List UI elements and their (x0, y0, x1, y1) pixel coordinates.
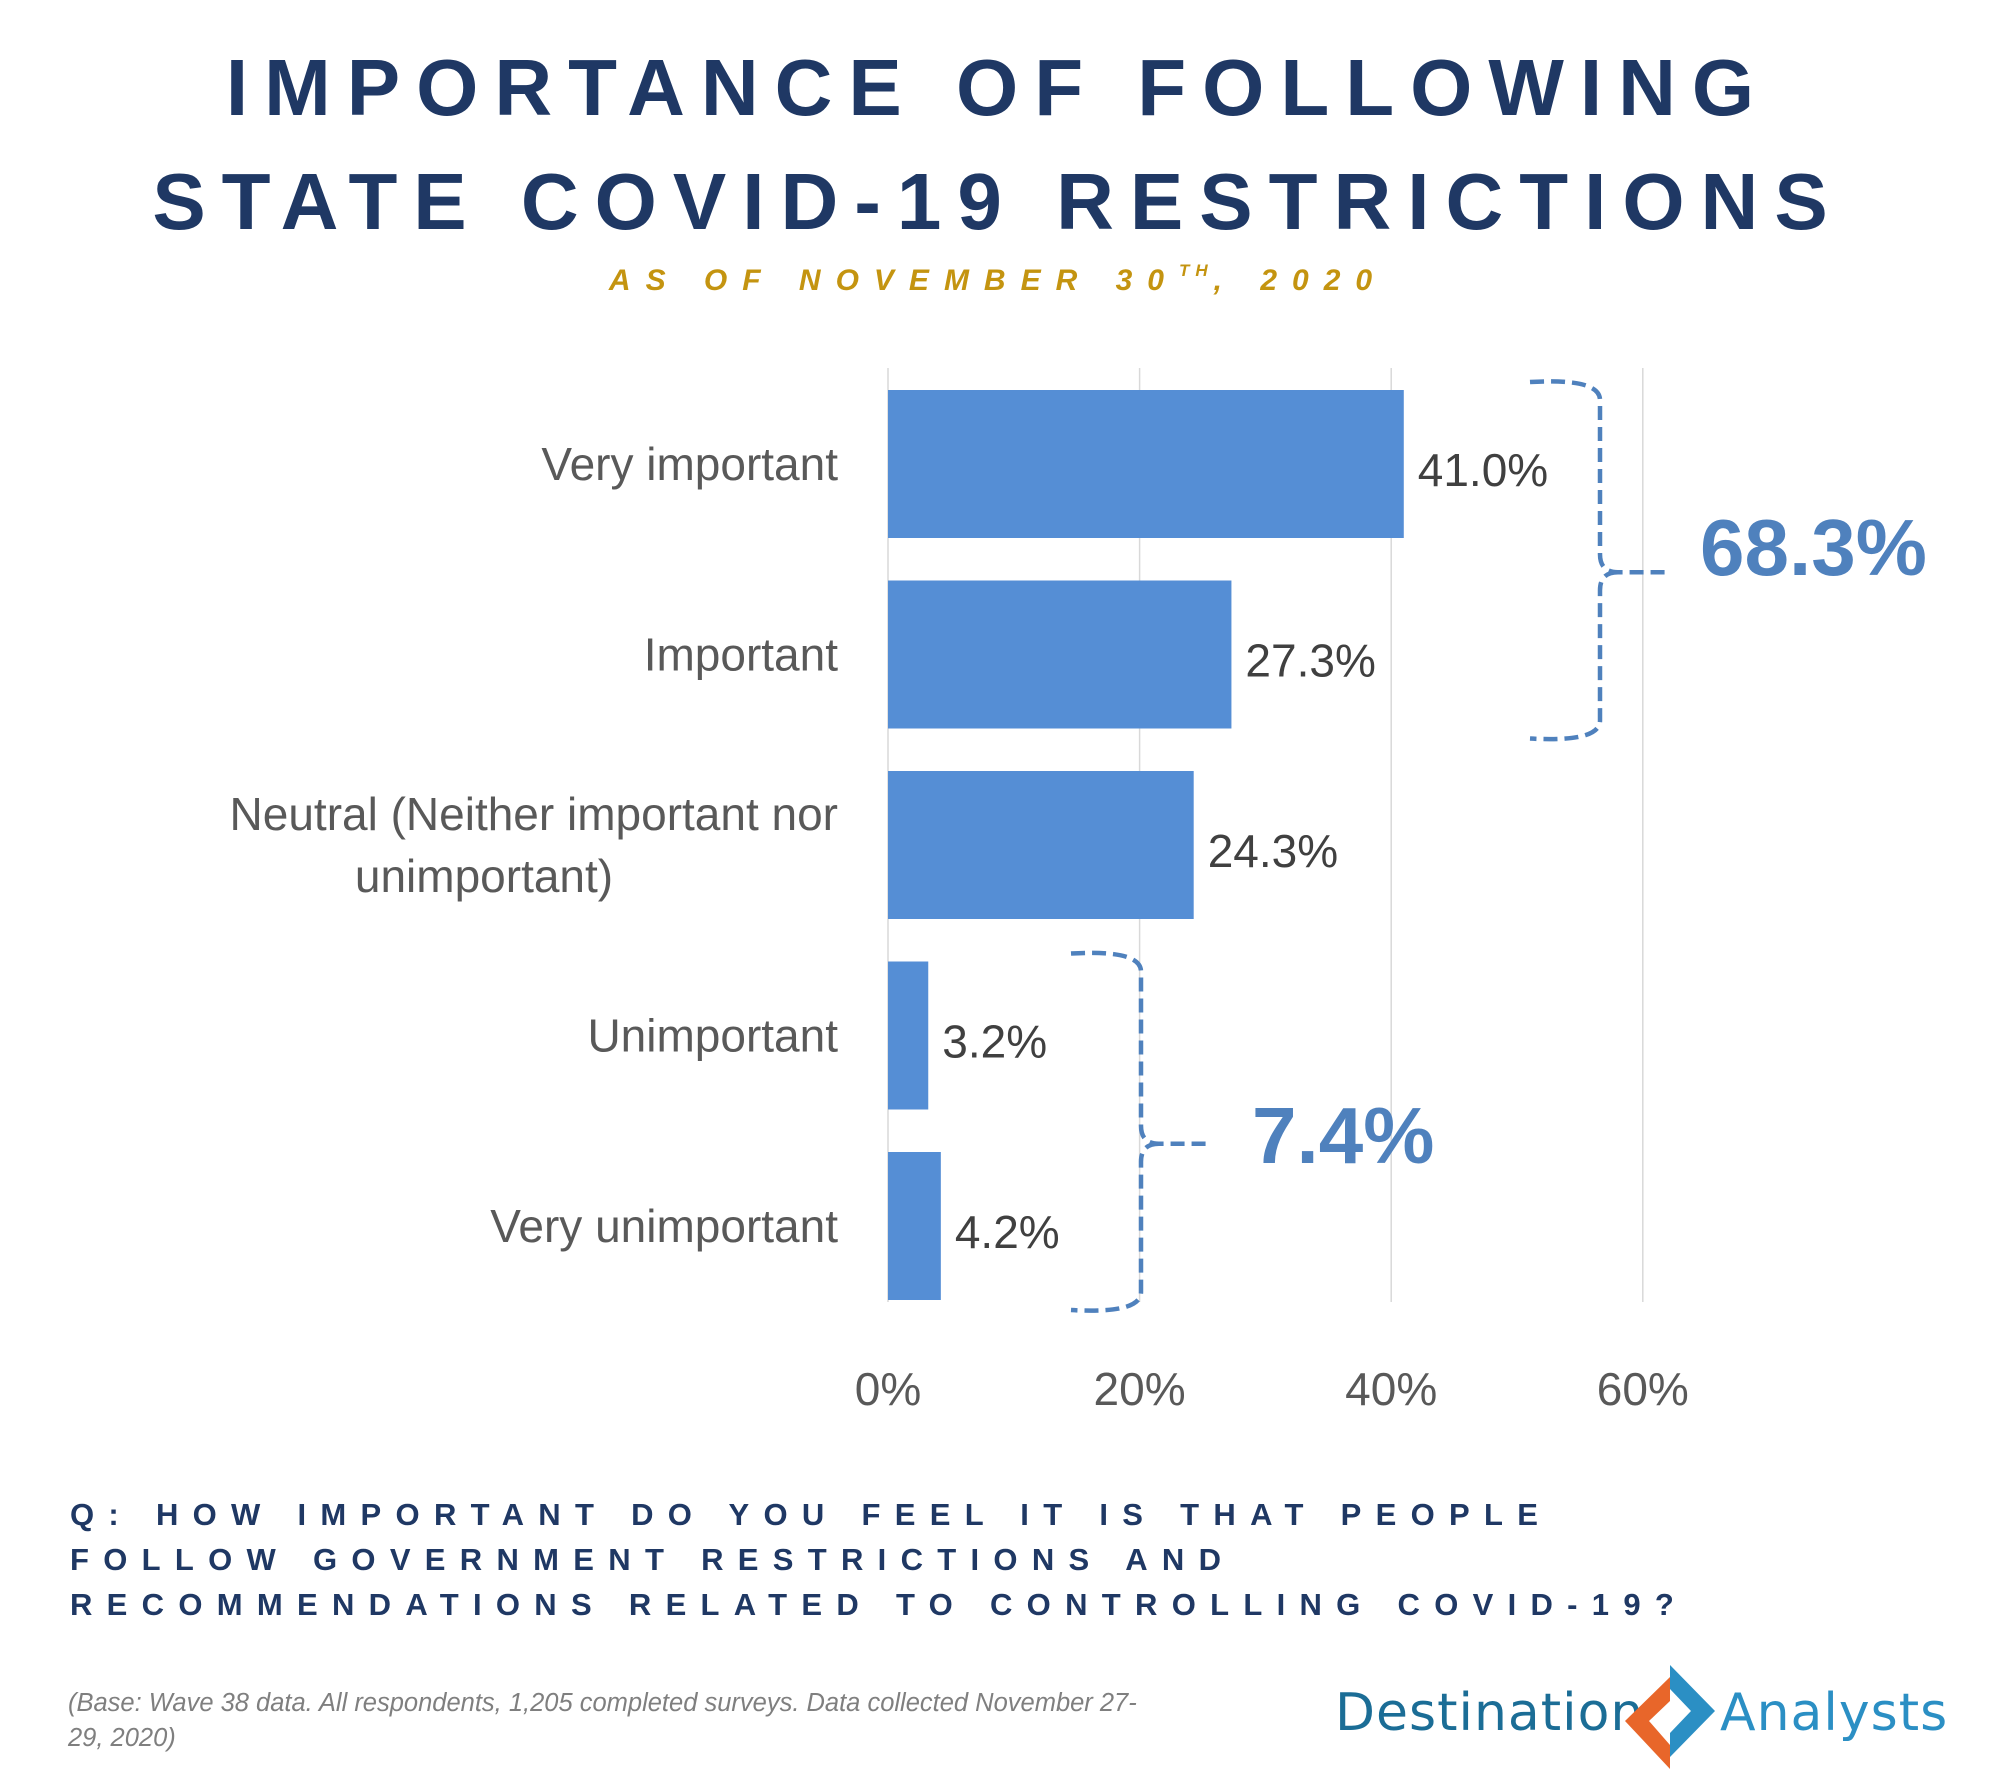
bar-chart: Very important Important Neutral (Neither … (230, 368, 1927, 1415)
group-important-bracket (1529, 379, 1668, 742)
base-note: (Base: Wave 38 data. All respondents, 1,… (68, 1689, 1137, 1752)
value-label: 27.3% (1245, 635, 1375, 687)
chart-title-line-1: IMPORTANCE OF FOLLOWING (225, 43, 1771, 132)
x-tick-label: 20% (1094, 1363, 1186, 1415)
x-tick-label: 40% (1345, 1363, 1437, 1415)
x-axis-tick-labels: 0% 20% 40% 60% (855, 1363, 1689, 1415)
bar (888, 390, 1404, 538)
logo-diamond-icon (1625, 1665, 1715, 1769)
bars (888, 390, 1404, 1300)
x-tick-label: 0% (855, 1363, 921, 1415)
category-label: Very unimportant (490, 1200, 838, 1252)
group-unimportant-bracket (1070, 950, 1209, 1313)
chart-title-line-2: STATE COVID-19 RESTRICTIONS (152, 157, 1844, 246)
subtitle-date: AS OF NOVEMBER 30 (608, 264, 1179, 297)
category-label: Unimportant (587, 1010, 838, 1062)
survey-question: Q: HOW IMPORTANT DO YOU FEEL IT IS THAT … (70, 1497, 1689, 1622)
value-label: 41.0% (1418, 444, 1548, 496)
group-brackets: 68.3% 7.4% (1070, 379, 1927, 1313)
logo-word-destination: Destination (1335, 1683, 1645, 1743)
category-label: Neutral (Neither important nor (230, 788, 838, 840)
category-label: Very important (541, 438, 838, 490)
chart-subtitle: AS OF NOVEMBER 30TH, 2020 (0, 262, 1996, 296)
subtitle-ordinal: TH (1178, 261, 1214, 280)
logo-word-analysts: Analysts (1720, 1683, 1949, 1743)
x-tick-label: 60% (1597, 1363, 1689, 1415)
group-important-total-label: 68.3% (1700, 503, 1927, 592)
bar (888, 580, 1232, 729)
category-label: unimportant) (355, 850, 613, 902)
bar (888, 1152, 941, 1300)
value-label: 3.2% (942, 1016, 1047, 1068)
bar (888, 771, 1194, 919)
group-unimportant-total-label: 7.4% (1252, 1091, 1434, 1180)
destination-analysts-logo: Destination Analysts (1335, 1665, 1975, 1769)
value-label: 24.3% (1208, 825, 1338, 877)
value-labels: 41.0% 27.3% 24.3% 3.2% 4.2% (942, 444, 1548, 1258)
subtitle-year: , 2020 (1213, 264, 1388, 297)
category-label: Important (644, 629, 839, 681)
value-label: 4.2% (955, 1206, 1060, 1258)
bar (888, 961, 929, 1110)
category-labels: Very important Important Neutral (Neither … (230, 438, 839, 1252)
